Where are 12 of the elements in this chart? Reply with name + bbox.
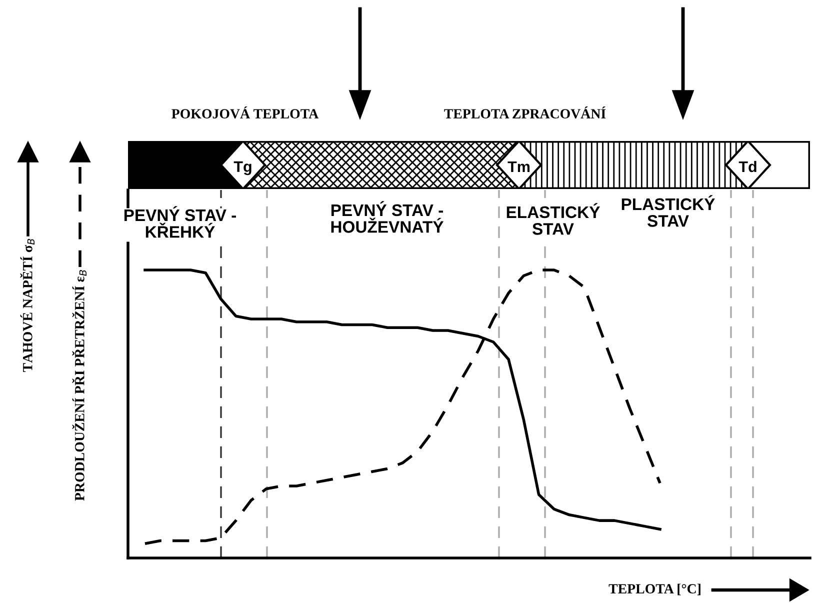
x-axis-title: TEPLOTA [°C] [608, 584, 700, 596]
text: POKOJOVÁ TEPLOTA [172, 106, 319, 119]
text: PEVNÝ STAV - HOUŽEVNATÝ [331, 201, 444, 233]
text: Tg [234, 161, 252, 176]
text: ELASTICKÝ STAV [506, 203, 600, 235]
text: PLASTICKÝ STAV [622, 195, 715, 227]
text: TAHOVÉ NAPĚTÍ σ$_{B}$ [20, 238, 34, 372]
text: PEVNÝ STAV - KŘEHKÝ [124, 206, 236, 238]
text: Tm [508, 161, 530, 172]
text: TEPLOTA ZPRACOVÁNÍ [444, 106, 606, 119]
text: Td [738, 160, 756, 172]
y-axis-title: PRODLOUŽENÍ PŘI PŘETRŽENÍ ε$_{B}$ [72, 270, 86, 501]
